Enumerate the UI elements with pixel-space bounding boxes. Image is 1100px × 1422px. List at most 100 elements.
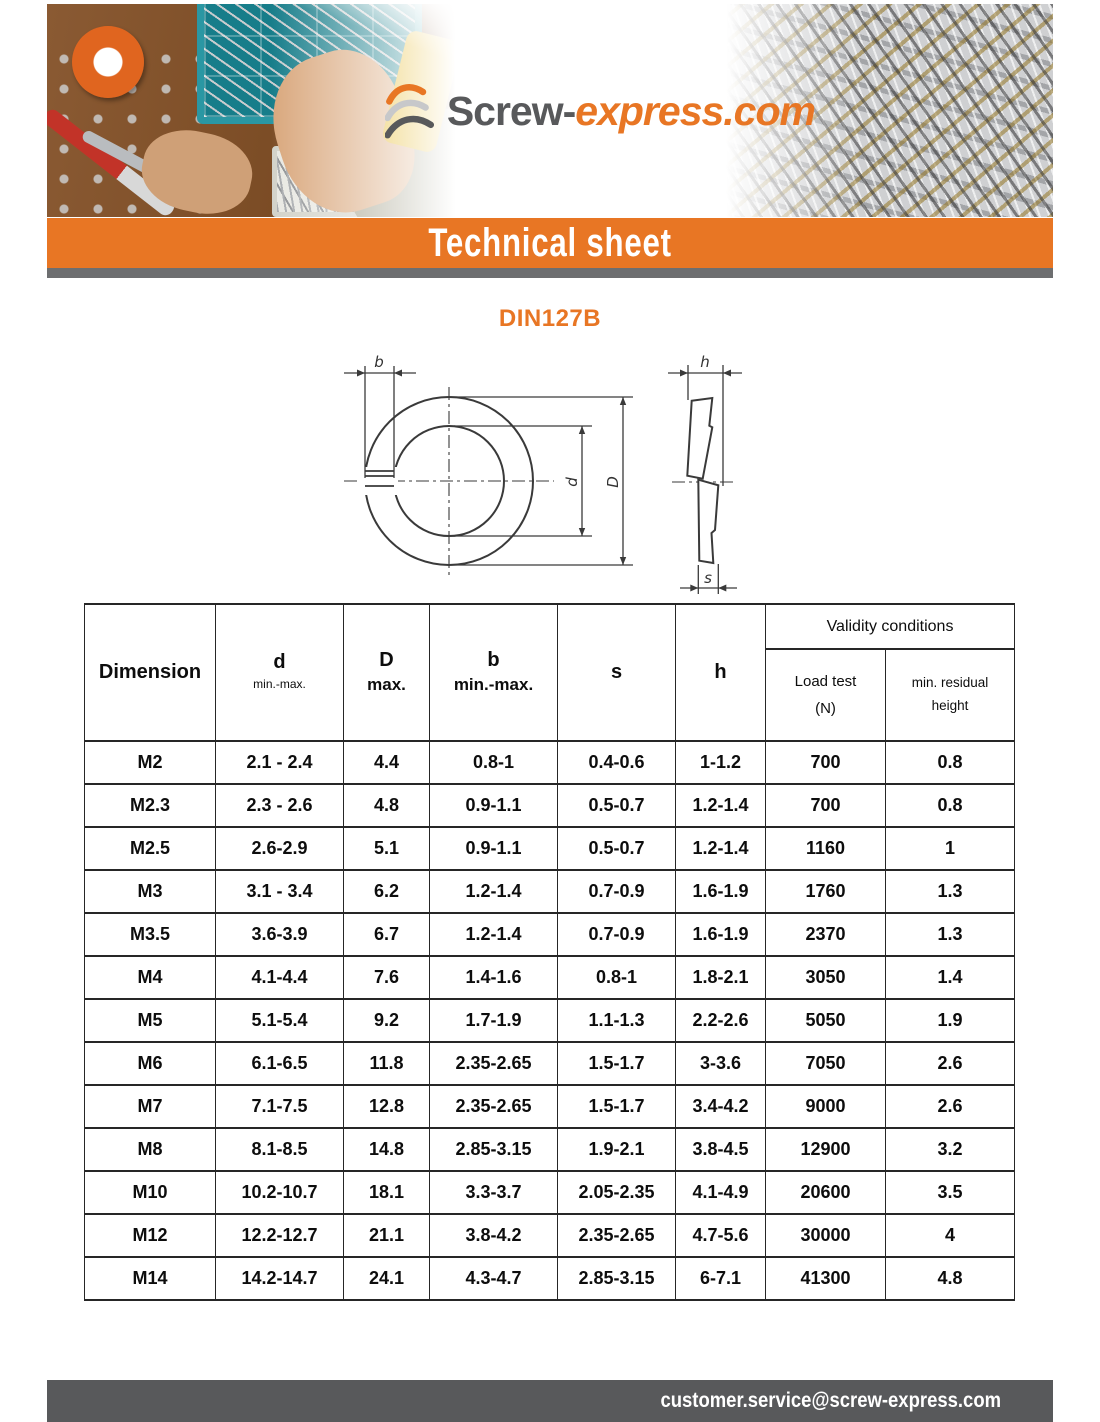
standard-title: DIN127B [498, 305, 602, 332]
table-row: M3.5 3.6-3.9 6.7 1.2-1.4 0.7-0.9 1.6-1.9 2370 1… [84, 912, 1016, 957]
cell-s: 2.05-2.35 [557, 1170, 676, 1215]
cell-D: 6.7 [343, 912, 430, 957]
dim-label-D: D [604, 476, 622, 488]
table-row: M2.5 2.6-2.9 5.1 0.9-1.1 0.5-0.7 1.2-1.4 1160 1 [84, 826, 1016, 871]
cell-d: 6.1-6.5 [215, 1041, 344, 1086]
banner-underline [47, 268, 1053, 278]
cell-b: 2.85-3.15 [429, 1127, 558, 1172]
cell-h: 6-7.1 [675, 1256, 766, 1301]
cell-b: 0.9-1.1 [429, 783, 558, 828]
cell-s: 1.5-1.7 [557, 1084, 676, 1129]
table-row: M7 7.1-7.5 12.8 2.35-2.65 1.5-1.7 3.4-4.2 9000… [84, 1084, 1016, 1129]
arrowhead [394, 369, 402, 377]
cell-s: 0.7-0.9 [557, 912, 676, 957]
table-row: M5 5.1-5.4 9.2 1.7-1.9 1.1-1.3 2.2-2.6 5050 1.9 [84, 998, 1016, 1043]
cell-load: 9000 [765, 1084, 886, 1129]
logo-text-secondary: express.com [575, 87, 816, 134]
arrowhead [680, 369, 688, 377]
wrench [80, 128, 184, 192]
arrowhead [718, 584, 727, 592]
table-body: M2 2.1 - 2.4 4.4 0.8-1 0.4-0.6 1-1.2 700 0.8 M2.… [84, 740, 1016, 1301]
cell-residual: 1 [884, 826, 1016, 871]
cell-D: 24.1 [343, 1256, 430, 1301]
cell-s: 0.4-0.6 [557, 740, 676, 785]
col-header-h: h [675, 603, 766, 742]
cell-h: 1.2-1.4 [675, 783, 766, 828]
cell-d: 8.1-8.5 [215, 1127, 344, 1172]
cell-b: 1.4-1.6 [429, 955, 558, 1000]
screws-photo [723, 4, 1053, 217]
table-row: M2 2.1 - 2.4 4.4 0.8-1 0.4-0.6 1-1.2 700 0.8 [84, 740, 1016, 785]
cell-dimension: M3.5 [84, 912, 216, 957]
cell-D: 7.6 [343, 955, 430, 1000]
cell-s: 0.5-0.7 [557, 826, 676, 871]
cell-b: 3.3-3.7 [429, 1170, 558, 1215]
cell-residual: 1.9 [884, 998, 1016, 1043]
cell-h: 1.6-1.9 [675, 869, 766, 914]
cell-load: 5050 [765, 998, 886, 1043]
cell-b: 0.8-1 [429, 740, 558, 785]
cell-d: 2.6-2.9 [215, 826, 344, 871]
cell-dimension: M7 [84, 1084, 216, 1129]
cell-load: 3050 [765, 955, 886, 1000]
cell-D: 9.2 [343, 998, 430, 1043]
din127b-drawing: b d D h [330, 353, 760, 601]
contact-email[interactable]: customer.service@screw-express.com [660, 1389, 1001, 1412]
cell-h: 3-3.6 [675, 1041, 766, 1086]
cell-s: 1.1-1.3 [557, 998, 676, 1043]
brand-logo: Screw-express.com [385, 56, 816, 166]
workbench-photo [47, 4, 477, 217]
cell-s: 0.5-0.7 [557, 783, 676, 828]
table-row: M2.3 2.3 - 2.6 4.8 0.9-1.1 0.5-0.7 1.2-1.4 700… [84, 783, 1016, 828]
cell-d: 5.1-5.4 [215, 998, 344, 1043]
cell-h: 1-1.2 [675, 740, 766, 785]
cell-h: 4.7-5.6 [675, 1213, 766, 1258]
cell-h: 3.8-4.5 [675, 1127, 766, 1172]
cell-residual: 3.2 [884, 1127, 1016, 1172]
cell-d: 14.2-14.7 [215, 1256, 344, 1301]
cell-D: 14.8 [343, 1127, 430, 1172]
table-row: M4 4.1-4.4 7.6 1.4-1.6 0.8-1 1.8-2.1 3050 1.4 [84, 955, 1016, 1000]
page-title: Technical sheet [428, 220, 672, 265]
col-header-b: b min.-max. [429, 603, 558, 742]
cell-D: 12.8 [343, 1084, 430, 1129]
cell-D: 18.1 [343, 1170, 430, 1215]
cell-h: 2.2-2.6 [675, 998, 766, 1043]
table-row: M10 10.2-10.7 18.1 3.3-3.7 2.05-2.35 4.1-4.9 2… [84, 1170, 1016, 1215]
cell-residual: 1.3 [884, 869, 1016, 914]
col-header-d: d min.-max. [215, 603, 344, 742]
cell-D: 5.1 [343, 826, 430, 871]
col-header-s: s [557, 603, 676, 742]
cell-load: 700 [765, 740, 886, 785]
cell-load: 1160 [765, 826, 886, 871]
cell-residual: 4.8 [884, 1256, 1016, 1301]
cell-b: 1.7-1.9 [429, 998, 558, 1043]
cell-dimension: M8 [84, 1127, 216, 1172]
cell-residual: 0.8 [884, 783, 1016, 828]
cell-D: 6.2 [343, 869, 430, 914]
logo-text-primary: Screw- [446, 87, 576, 134]
logo-text: Screw-express.com [446, 87, 816, 135]
cell-b: 2.35-2.65 [429, 1084, 558, 1129]
tape-measure [72, 26, 144, 98]
cell-b: 3.8-4.2 [429, 1213, 558, 1258]
cell-d: 2.3 - 2.6 [215, 783, 344, 828]
cell-d: 3.6-3.9 [215, 912, 344, 957]
cell-dimension: M3 [84, 869, 216, 914]
washer-profile-upper [686, 396, 714, 480]
cell-b: 0.9-1.1 [429, 826, 558, 871]
col-header-residual-height: min. residual height [884, 648, 1016, 742]
cell-residual: 2.6 [884, 1084, 1016, 1129]
cell-dimension: M6 [84, 1041, 216, 1086]
cell-dimension: M14 [84, 1256, 216, 1301]
cell-s: 2.35-2.65 [557, 1213, 676, 1258]
cell-dimension: M10 [84, 1170, 216, 1215]
cell-d: 4.1-4.4 [215, 955, 344, 1000]
cell-d: 12.2-12.7 [215, 1213, 344, 1258]
cell-D: 4.8 [343, 783, 430, 828]
cell-residual: 0.8 [884, 740, 1016, 785]
cell-h: 1.2-1.4 [675, 826, 766, 871]
cell-dimension: M12 [84, 1213, 216, 1258]
title-banner: Technical sheet [47, 218, 1053, 268]
